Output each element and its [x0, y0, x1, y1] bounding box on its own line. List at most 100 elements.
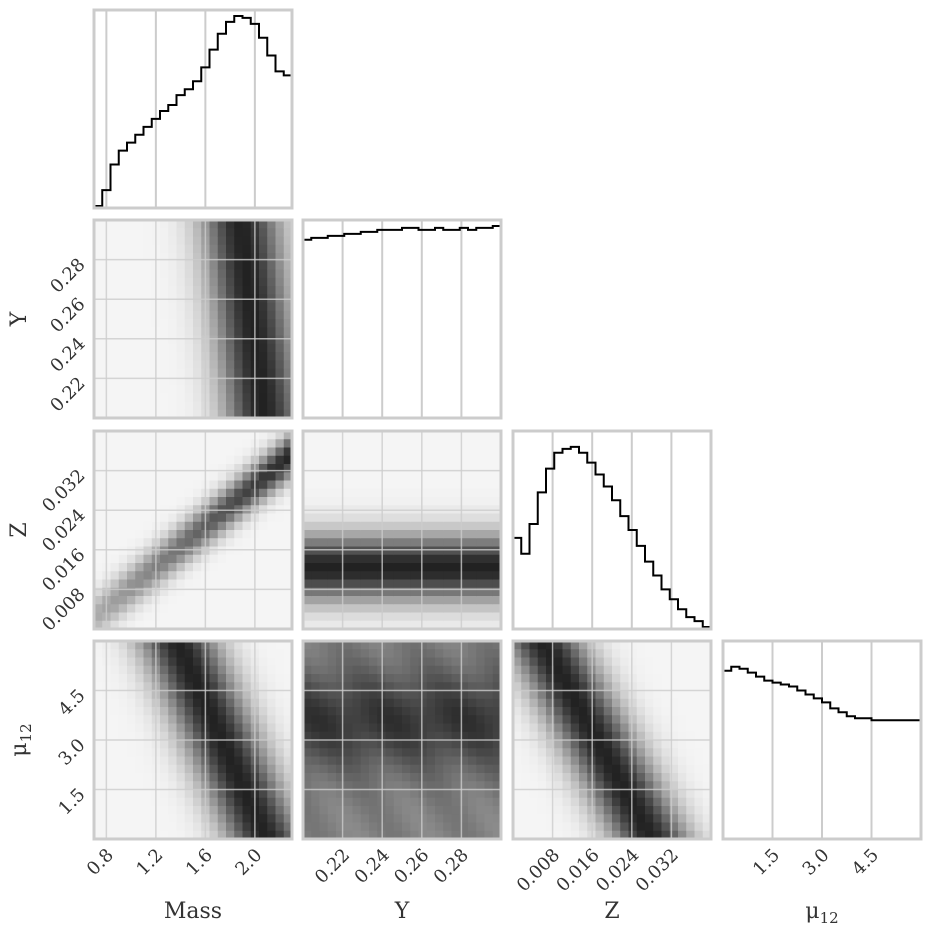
- density-cell: [135, 327, 144, 336]
- density-cell: [118, 409, 128, 419]
- density-cell: [402, 690, 411, 700]
- density-cell: [176, 319, 186, 328]
- density-cell: [344, 814, 353, 823]
- density-cell: [110, 814, 120, 823]
- density-cell: [311, 513, 320, 523]
- density-cell: [160, 464, 169, 473]
- hist-frame-Y: [301, 218, 503, 420]
- density-cell: [168, 538, 177, 547]
- density-cell: [275, 773, 285, 782]
- density-cell: [311, 830, 320, 840]
- density-cell: [645, 773, 654, 782]
- density-cell: [612, 822, 621, 832]
- density-cell: [118, 579, 128, 589]
- density-cell: [168, 822, 177, 832]
- density-cell: [209, 587, 219, 597]
- density-cell: [595, 723, 605, 733]
- density-cell: [209, 393, 219, 402]
- density-cell: [283, 657, 293, 667]
- density-cell: [554, 665, 563, 675]
- density-cell: [259, 698, 268, 708]
- density-cell: [418, 665, 428, 675]
- y-axis-label-Y: Y: [7, 311, 32, 327]
- density-cell: [234, 409, 243, 419]
- density-cell: [267, 748, 276, 757]
- density-cell: [513, 748, 522, 757]
- density-cell: [275, 596, 285, 605]
- density-cell: [259, 538, 268, 547]
- density-cell: [242, 596, 252, 605]
- density-cell: [459, 563, 469, 572]
- density-cell: [259, 587, 268, 597]
- density-cell: [184, 343, 194, 353]
- density-cell: [521, 641, 530, 650]
- density-cell: [118, 472, 128, 481]
- density-cell: [184, 368, 194, 378]
- density-cell: [217, 472, 227, 481]
- density-cell: [521, 740, 530, 749]
- density-cell: [636, 781, 646, 790]
- density-cell: [669, 731, 679, 741]
- density-cell: [303, 674, 312, 683]
- density-cell: [645, 641, 654, 650]
- density-cell: [242, 657, 252, 667]
- density-cell: [694, 806, 704, 815]
- density-cell: [603, 682, 613, 691]
- density-cell: [653, 665, 662, 675]
- density-cell: [209, 764, 219, 774]
- density-cell: [492, 657, 502, 667]
- density-cell: [110, 612, 120, 622]
- density-cell: [360, 620, 370, 630]
- density-cell: [443, 723, 452, 733]
- density-cell: [118, 748, 128, 757]
- density-cell: [135, 385, 144, 394]
- density-cell: [537, 665, 547, 675]
- density-cell: [459, 649, 469, 658]
- density-cell: [217, 352, 227, 361]
- density-cell: [135, 665, 144, 675]
- density-cell: [426, 657, 436, 667]
- density-cell: [385, 789, 395, 799]
- density-cell: [259, 513, 268, 523]
- density-cell: [283, 319, 293, 328]
- density-cell: [369, 764, 378, 774]
- density-cell: [468, 513, 477, 523]
- density-cell: [217, 554, 227, 564]
- density-cell: [385, 546, 395, 556]
- density-cell: [595, 773, 605, 782]
- density-cell: [678, 781, 687, 790]
- density-cell: [435, 690, 444, 700]
- density-cell: [492, 764, 502, 774]
- density-cell: [426, 431, 436, 440]
- density-cell: [135, 335, 144, 345]
- density-cell: [369, 797, 378, 807]
- density-cell: [118, 228, 128, 237]
- density-cell: [168, 236, 177, 246]
- density-cell: [135, 723, 144, 733]
- density-cell: [360, 698, 370, 708]
- density-cell: [344, 571, 353, 580]
- density-cell: [303, 806, 312, 815]
- density-cell: [513, 789, 522, 799]
- density-cell: [426, 781, 436, 790]
- density-cell: [360, 731, 370, 741]
- density-cell: [393, 604, 403, 613]
- density-cell: [267, 261, 276, 270]
- density-cell: [160, 244, 169, 254]
- density-cell: [451, 657, 461, 667]
- density-cell: [702, 756, 712, 766]
- density-cell: [160, 731, 169, 741]
- density-cell: [283, 546, 293, 556]
- density-cell: [336, 579, 345, 589]
- density-cell: [327, 587, 337, 597]
- density-cell: [418, 773, 428, 782]
- density-cell: [694, 830, 704, 840]
- density-cell: [327, 682, 337, 691]
- density-cell: [435, 579, 444, 589]
- density-cell: [275, 269, 285, 279]
- density-cell: [168, 376, 177, 386]
- density-cell: [234, 822, 243, 832]
- density-cell: [402, 740, 411, 749]
- density-cell: [311, 497, 320, 506]
- density-cell: [484, 781, 494, 790]
